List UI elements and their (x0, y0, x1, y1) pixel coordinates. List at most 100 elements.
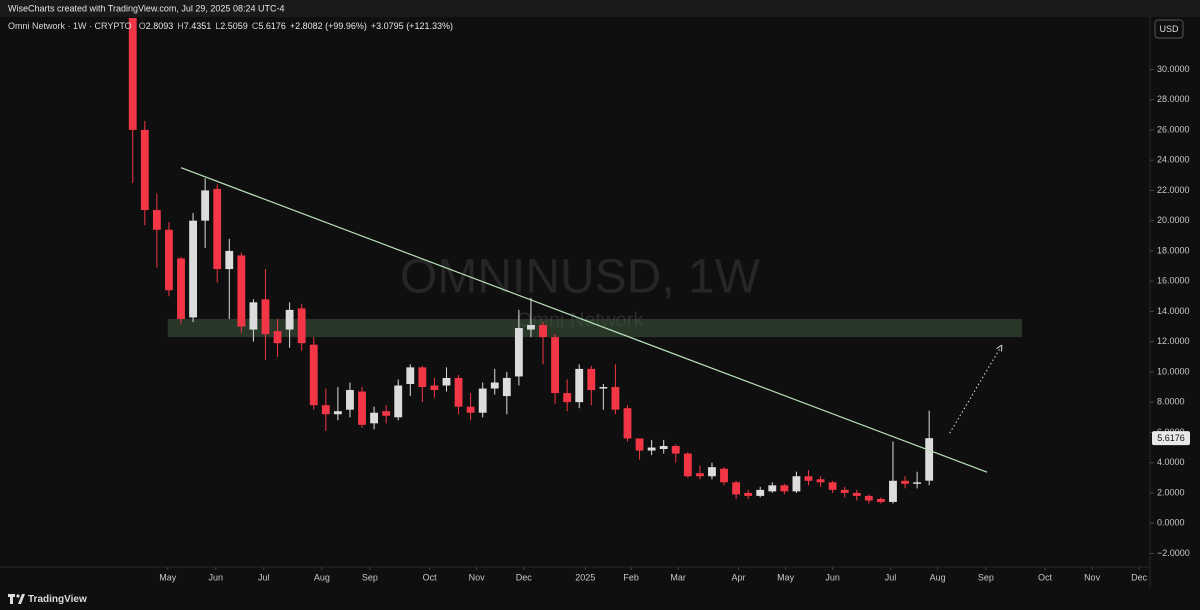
candle-body (659, 446, 668, 450)
y-tick-label: 12.0000 (1157, 336, 1190, 346)
x-tick-label: Jun (209, 572, 224, 582)
candle-body (346, 390, 354, 410)
candle-body (297, 308, 306, 344)
candle-body (514, 328, 523, 377)
brand: TradingView (28, 594, 87, 605)
x-tick-label: Dec (1131, 572, 1148, 582)
candle-body (478, 388, 487, 413)
candle-body (418, 367, 427, 388)
y-tick-label: 30.0000 (1157, 64, 1190, 74)
candle-body (804, 476, 813, 481)
candle-body (406, 367, 415, 384)
candle-body (720, 468, 728, 483)
candle-body (189, 220, 197, 318)
x-tick-label: May (777, 572, 795, 582)
candle-body (321, 405, 330, 415)
credit-bar (0, 0, 1200, 17)
x-tick-label: Dec (516, 572, 533, 582)
watermark: OMNINUSD, 1W (400, 251, 761, 304)
x-tick-label: Sep (362, 572, 378, 582)
candle-body (551, 337, 560, 394)
candle-body (140, 129, 149, 211)
candle-body (358, 391, 366, 425)
trendline (180, 167, 988, 473)
candle-body (792, 476, 801, 492)
y-tick-label: 18.0000 (1157, 245, 1190, 255)
candle-body (249, 302, 258, 330)
x-tick-label: Jun (825, 572, 840, 582)
candle-body (309, 344, 318, 406)
candle-body (695, 473, 704, 477)
ohlc-value: 7.4351 (184, 21, 212, 31)
candle-body (261, 299, 270, 335)
candle-body (708, 467, 716, 477)
symbol: Omni Network · 1W · CRYPTO (8, 21, 132, 31)
candle-body (732, 482, 741, 495)
plot-area (128, 18, 1023, 504)
candle-body (864, 495, 873, 501)
candle-body (671, 446, 680, 454)
x-tick-label: Aug (930, 572, 946, 582)
credit: WiseCharts created with TradingView.com,… (8, 3, 284, 13)
candle-body (840, 489, 849, 493)
candle-body (502, 377, 511, 397)
candle-body (128, 18, 137, 130)
y-tick-label: 2.0000 (1157, 487, 1185, 497)
last-price: 5.6176 (1157, 433, 1185, 443)
ohlc-label: C (252, 21, 259, 31)
candle-body (225, 250, 234, 270)
candle-body (177, 258, 185, 319)
candle-body (780, 485, 789, 492)
y-tick-label: 24.0000 (1157, 155, 1190, 165)
x-tick-label: Aug (314, 572, 330, 582)
y-tick-label: 28.0000 (1157, 94, 1190, 104)
currency-button[interactable] (1154, 19, 1184, 39)
candle-body (647, 447, 656, 451)
candle-body (599, 387, 608, 389)
candle-body (273, 331, 282, 344)
resistance-zone (167, 318, 1023, 338)
candle-body (442, 377, 451, 386)
candle-body (901, 480, 909, 484)
ohlc-label: L (215, 21, 220, 31)
x-tick-label: Sep (978, 572, 994, 582)
candle-body (587, 368, 596, 391)
candle-body (816, 479, 825, 483)
candle-body (333, 411, 342, 415)
x-tick-label: Nov (1084, 572, 1101, 582)
candle-body (165, 229, 173, 291)
candle-body (563, 393, 572, 403)
x-tick-label: Oct (423, 572, 438, 582)
candle-body (285, 309, 294, 330)
candle-body (539, 325, 547, 338)
change-total: +3.0795 (+121.33%) (371, 21, 453, 31)
candle-body (623, 408, 632, 439)
ohlc-label: H (177, 21, 184, 31)
candle-body (237, 255, 246, 327)
ohlc-label: O (139, 21, 146, 31)
projection-arrow (949, 348, 1001, 434)
candle-body (768, 485, 777, 492)
x-tick-label: Mar (670, 572, 686, 582)
candle-body (744, 492, 753, 496)
candle-body (756, 489, 765, 496)
currency[interactable]: USD (1159, 24, 1179, 34)
x-tick-label: 2025 (575, 572, 595, 582)
candle-body (454, 377, 463, 407)
candle-body (430, 385, 439, 391)
y-tick-label: 16.0000 (1157, 276, 1190, 286)
candle-body (925, 438, 934, 481)
x-tick-label: Jul (885, 572, 897, 582)
y-tick-label: 4.0000 (1157, 457, 1185, 467)
candle-body (466, 406, 475, 413)
x-tick-label: Jul (258, 572, 270, 582)
footer (0, 588, 1200, 610)
symbol-header: Omni Network · 1W · CRYPTO O2.8093 H7.4351… (8, 21, 453, 31)
ohlc-value: 2.8093 (146, 21, 174, 31)
last-price-box (1152, 431, 1190, 446)
candle-body (490, 382, 499, 389)
candle-body (201, 190, 210, 221)
change: +2.8082 (+99.96%) (290, 21, 367, 31)
